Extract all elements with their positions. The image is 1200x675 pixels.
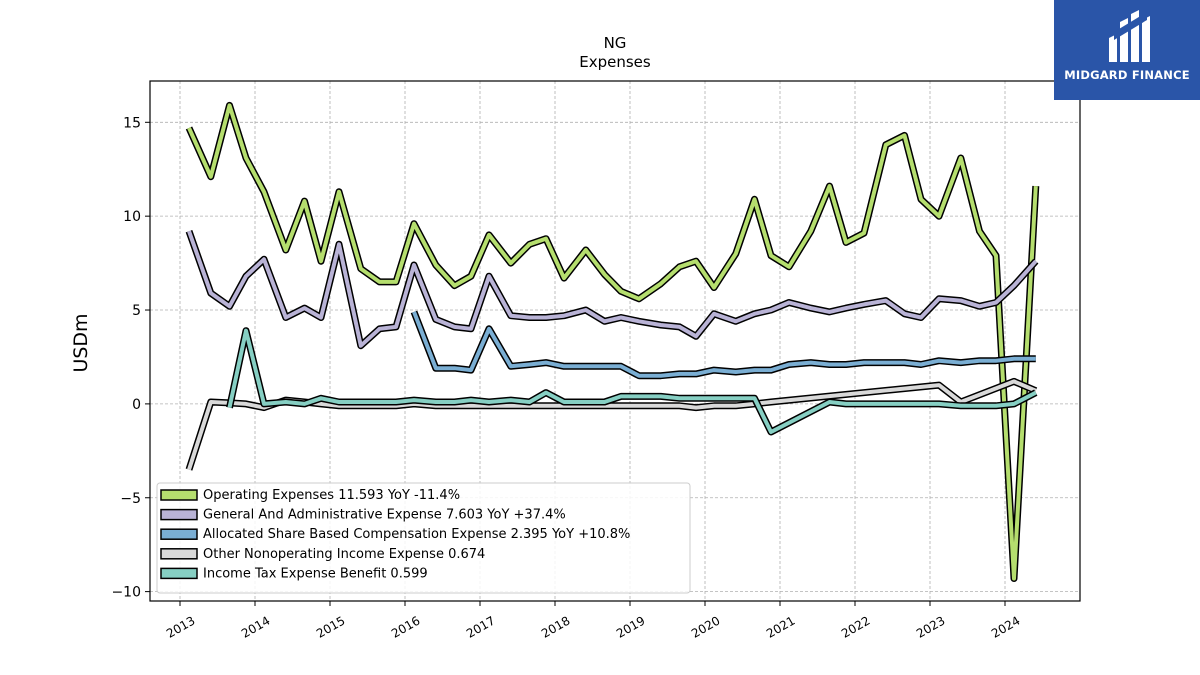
x-tick-label: 2023 [914,613,947,640]
legend: Operating Expenses 11.593 YoY -11.4% Gene… [156,482,691,594]
plot-frame [149,80,1081,602]
legend-swatch [160,567,198,580]
series-line-outline [410,310,1036,380]
legend-swatch [160,528,198,540]
series-line-outline [185,377,1038,471]
series-line-stroke [412,311,1036,378]
series-line-stroke [227,328,1037,434]
legend-swatch [160,508,198,521]
legend-swatch [160,489,198,501]
legend-box [156,482,691,594]
x-tick-label: 2019 [614,613,647,640]
y-tick-label: 5 [132,303,141,319]
y-tick-label: 15 [123,115,141,131]
x-tick-label: 2024 [989,613,1022,640]
chart-title: NG [604,34,627,52]
y-tick-label: 10 [123,209,141,225]
legend-label: Other Nonoperating Income Expense 0.674 [203,547,485,562]
series-line-stroke [187,230,1038,348]
chart-subtitle: Expenses [579,53,651,71]
legend-label: Allocated Share Based Compensation Expen… [203,527,630,542]
series-line-1 [185,230,1039,350]
brand-logo: MIDGARD FINANCE [1054,0,1200,100]
legend-item: Allocated Share Based Compensation Expen… [160,527,630,542]
y-tick-label: −10 [111,585,141,601]
legend-item: Other Nonoperating Income Expense 0.674 [160,547,485,562]
legend-label: Operating Expenses 11.593 YoY -11.4% [203,488,460,503]
series-line-2 [410,310,1036,380]
series-line-outline [226,327,1038,436]
y-axis-label: USDm [70,313,92,372]
x-tick-label: 2014 [239,613,272,640]
series-line-0 [185,101,1040,582]
legend-label: Income Tax Expense Benefit 0.599 [203,566,428,581]
x-axis: 2013 2014 2015 2016 2017 2018 2019 2020 2021 2022… [164,601,1023,641]
logo-text: MIDGARD FINANCE [1064,68,1190,82]
x-tick-label: 2021 [764,613,797,640]
logo-mark-icon [1109,10,1150,62]
x-tick-label: 2013 [164,613,197,640]
series-line-4 [226,327,1038,436]
legend-swatch [160,548,198,560]
x-tick-label: 2022 [839,613,872,640]
x-tick-label: 2016 [389,613,422,640]
legend-item: Operating Expenses 11.593 YoY -11.4% [160,488,460,503]
y-axis: −10 −5 0 5 10 15 [111,115,150,601]
series-layer [185,101,1040,582]
x-tick-label: 2020 [689,613,722,640]
x-tick-label: 2017 [464,613,497,640]
legend-item: General And Administrative Expense 7.603… [160,508,566,523]
y-tick-label: −5 [120,491,141,507]
x-tick-label: 2018 [539,613,572,640]
legend-label: General And Administrative Expense 7.603… [203,508,566,523]
series-line-stroke [187,379,1037,471]
y-tick-label: 0 [132,397,141,413]
series-line-3 [185,377,1038,471]
legend-item: Income Tax Expense Benefit 0.599 [160,566,428,581]
x-tick-label: 2015 [314,613,347,640]
grid [150,81,1080,601]
series-line-stroke [187,103,1038,581]
